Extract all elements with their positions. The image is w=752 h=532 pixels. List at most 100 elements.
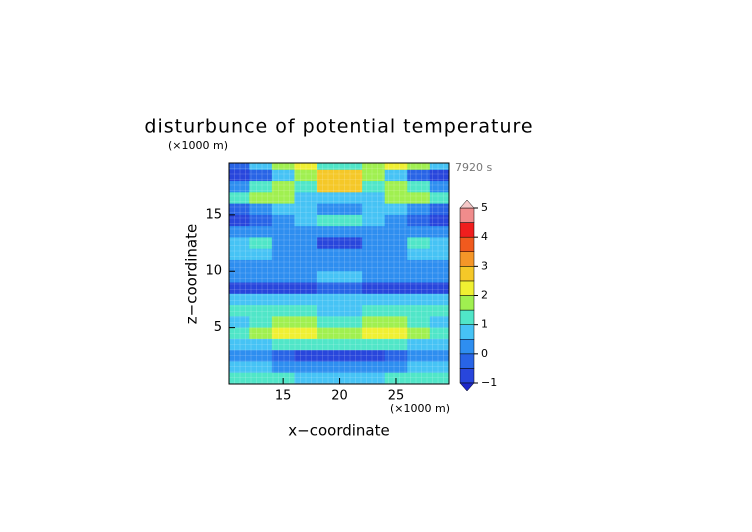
cell	[339, 192, 363, 205]
cell	[429, 305, 449, 317]
cell	[229, 237, 250, 250]
colorbar-tick-label: 4	[481, 230, 488, 243]
cell	[294, 192, 318, 205]
cell	[384, 338, 408, 351]
cell	[407, 372, 431, 384]
cell	[249, 372, 273, 384]
cell	[339, 214, 363, 227]
cell	[317, 259, 341, 272]
cell	[249, 259, 273, 272]
cell	[229, 169, 250, 182]
cell	[339, 293, 363, 306]
chart-title: disturbunce of potential temperature	[144, 116, 533, 138]
cell	[294, 169, 318, 182]
cell	[339, 181, 363, 193]
cell	[362, 259, 386, 272]
cell	[429, 338, 449, 351]
cell	[362, 237, 386, 250]
cell	[429, 248, 449, 261]
cell	[407, 163, 431, 171]
cell	[271, 248, 295, 261]
cell	[249, 248, 273, 261]
cell	[384, 181, 408, 193]
cell	[407, 305, 431, 317]
cell	[429, 181, 449, 193]
cell	[384, 259, 408, 272]
cell	[317, 282, 341, 295]
cell	[384, 350, 408, 362]
cell	[407, 282, 431, 295]
colorbar-tick-label: −1	[481, 376, 497, 389]
cell	[429, 350, 449, 362]
cell	[317, 361, 341, 374]
cell	[339, 259, 363, 272]
cell	[339, 248, 363, 261]
cell	[339, 305, 363, 317]
cell	[294, 327, 318, 340]
cell	[294, 163, 318, 171]
cell	[249, 327, 273, 340]
cell	[339, 226, 363, 238]
x-tick-label: 20	[331, 389, 348, 404]
cell	[249, 271, 273, 284]
cell	[339, 169, 363, 182]
colorbar-below	[459, 382, 475, 392]
cell	[294, 259, 318, 272]
cell	[271, 214, 295, 227]
cell	[294, 282, 318, 295]
cell	[429, 361, 449, 374]
cell	[317, 316, 341, 329]
cell	[362, 271, 386, 284]
cell	[271, 271, 295, 284]
cell	[407, 214, 431, 227]
cell	[271, 181, 295, 193]
cell	[407, 293, 431, 306]
cell	[317, 237, 341, 250]
cell	[317, 372, 341, 384]
cell	[339, 316, 363, 329]
cell	[229, 282, 250, 295]
cell	[429, 327, 449, 340]
cell	[317, 192, 341, 205]
cell	[229, 226, 250, 238]
cell	[429, 203, 449, 216]
cell	[249, 181, 273, 193]
cell	[249, 163, 273, 171]
cell	[294, 305, 318, 317]
cell	[407, 271, 431, 284]
cell	[429, 237, 449, 250]
cell	[362, 350, 386, 362]
cell	[294, 226, 318, 238]
cell	[271, 163, 295, 171]
time-annotation: 7920 s	[455, 161, 492, 174]
cell	[384, 169, 408, 182]
cell	[407, 203, 431, 216]
cell	[294, 271, 318, 284]
cell	[384, 361, 408, 374]
cell	[362, 214, 386, 227]
cell	[429, 372, 449, 384]
cell	[294, 372, 318, 384]
cell	[294, 248, 318, 261]
cell	[294, 214, 318, 227]
cell	[249, 305, 273, 317]
y-tick-label: 10	[205, 264, 222, 279]
cell	[229, 214, 250, 227]
y-unit: (×1000 m)	[168, 139, 228, 152]
y-tick-label: 15	[205, 207, 222, 222]
cell	[407, 361, 431, 374]
cell	[384, 192, 408, 205]
cell	[229, 293, 250, 306]
cell	[317, 214, 341, 227]
cell	[271, 192, 295, 205]
cell	[229, 271, 250, 284]
colorbar-tick-label: 5	[481, 201, 488, 214]
cell	[429, 163, 449, 171]
cell	[271, 237, 295, 250]
cell	[317, 293, 341, 306]
cell	[339, 361, 363, 374]
cell	[407, 192, 431, 205]
cell	[229, 372, 250, 384]
cell	[271, 203, 295, 216]
